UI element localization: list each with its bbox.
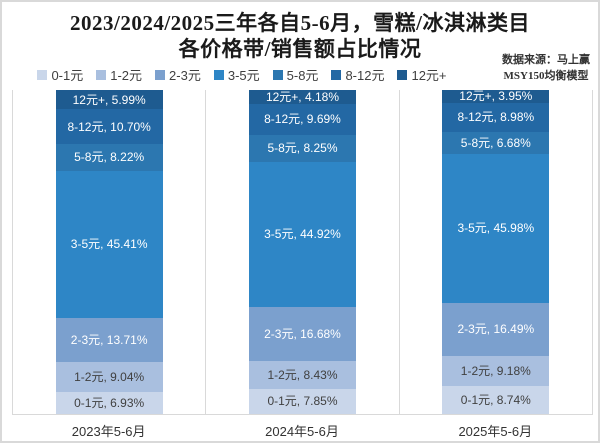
legend-swatch-icon [155,69,166,80]
segment-label: 0-1元, 6.93% [74,395,145,410]
category-cell: 12元+, 5.99% 8-12元, 10.70% 5-8元, 8.22% 3-5元,… [13,90,207,414]
legend-swatch-icon [272,69,283,80]
bar-segment: 2-3元, 13.71% [55,317,163,363]
x-axis-label: 2023年5-6月 [71,424,146,439]
segment-label: 2-3元, 16.49% [457,322,535,337]
bar-segment: 5-8元, 8.22% [55,144,163,171]
legend-label: 0-1元 [51,68,84,83]
legend-item: 3-5元 [213,65,260,84]
chart-title-line2: 各价格带/销售额占比情况 [178,37,422,61]
segment-label: 1-2元, 9.04% [74,369,145,384]
segment-label: 0-1元, 8.74% [460,392,531,407]
bar-segment: 12元+, 4.18% [248,89,356,104]
segment-label: 1-2元, 9.18% [460,363,531,378]
bar-segment: 3-5元, 44.92% [248,161,356,308]
stacked-bar: 12元+, 4.18% 8-12元, 9.69% 5-8元, 8.25% 3-5元, … [248,89,356,414]
bar-segment: 3-5元, 45.41% [55,170,163,318]
legend: 0-1元 1-2元 2-3元 3-5元 5-8元 8-12元 12元+ [2,65,482,84]
segment-label: 8-12元, 9.69% [264,112,341,127]
legend-item: 8-12元 [331,65,384,84]
bar-segment: 1-2元, 9.04% [55,362,163,392]
segment-label: 3-5元, 45.98% [457,221,535,236]
data-source-note: 数据来源：马上赢 MSY150均衡模型 [502,52,590,84]
legend-label: 12元+ [411,68,447,83]
bar-segment: 5-8元, 6.68% [442,131,550,154]
legend-swatch-icon [96,69,107,80]
legend-label: 8-12元 [345,68,385,83]
segment-label: 0-1元, 7.85% [267,394,338,409]
segment-label: 8-12元, 10.70% [67,119,151,134]
bar-segment: 0-1元, 7.85% [248,388,356,414]
bar-segment: 2-3元, 16.68% [248,307,356,362]
segment-label: 2-3元, 13.71% [70,333,148,348]
segment-label: 2-3元, 16.68% [264,327,341,342]
segment-label: 8-12元, 8.98% [457,110,535,125]
category-cell: 12元+, 3.95% 8-12元, 8.98% 5-8元, 6.68% 3-5元, … [400,90,593,414]
segment-label: 5-8元, 8.22% [74,150,145,165]
x-axis-label: 2025年5-6月 [458,424,533,439]
bar-segment: 2-3元, 16.49% [442,302,550,356]
bar-segment: 8-12元, 9.69% [248,103,356,135]
segment-label: 12元+, 3.95% [459,89,533,104]
legend-item: 1-2元 [96,65,142,84]
x-axis-label: 2024年5-6月 [265,424,339,439]
bar-segment: 12元+, 3.95% [442,89,550,104]
x-axis-labels: 2023年5-6月 2024年5-6月 2025年5-6月 [12,421,592,440]
legend-swatch-icon [397,69,408,80]
legend-label: 3-5元 [227,68,260,83]
bar-segment: 5-8元, 8.25% [248,134,356,162]
bar-segment: 1-2元, 9.18% [442,355,550,386]
segment-label: 3-5元, 45.41% [70,237,148,252]
data-source-line1: 数据来源：马上赢 [502,54,590,66]
stacked-bar: 12元+, 5.99% 8-12元, 10.70% 5-8元, 8.22% 3-5元,… [55,90,163,414]
legend-swatch-icon [213,69,224,80]
legend-label: 1-2元 [110,68,143,83]
legend-item: 12元+ [397,65,447,84]
segment-label: 3-5元, 44.92% [264,227,341,242]
segment-label: 5-8元, 6.68% [460,135,531,150]
stacked-bar: 12元+, 3.95% 8-12元, 8.98% 5-8元, 6.68% 3-5元, … [442,89,550,414]
bar-segment: 1-2元, 8.43% [248,361,356,389]
chart-title: 2023/2024/2025三年各自5-6月，雪糕/冰淇淋类目 各价格带/销售额… [2,10,598,62]
segment-label: 5-8元, 8.25% [267,141,338,156]
bar-segment: 8-12元, 10.70% [55,109,163,145]
legend-item: 5-8元 [272,65,319,84]
segment-label: 1-2元, 8.43% [267,367,338,382]
legend-item: 0-1元 [37,65,83,84]
bar-segment: 12元+, 5.99% [55,90,163,110]
bar-segment: 0-1元, 6.93% [55,391,163,414]
chart-title-line1: 2023/2024/2025三年各自5-6月，雪糕/冰淇淋类目 [70,11,530,35]
legend-label: 5-8元 [286,68,319,83]
data-source-line2: MSY150均衡模型 [503,70,589,82]
segment-label: 12元+, 5.99% [72,92,146,107]
bar-segment: 0-1元, 8.74% [442,385,550,414]
bar-segment: 3-5元, 45.98% [442,153,550,303]
legend-swatch-icon [37,69,48,80]
legend-label: 2-3元 [169,68,201,83]
legend-item: 2-3元 [155,65,201,84]
plot-area: 12元+, 5.99% 8-12元, 10.70% 5-8元, 8.22% 3-5元,… [12,90,593,415]
legend-swatch-icon [331,69,342,80]
segment-label: 12元+, 4.18% [265,89,340,104]
bar-segment: 8-12元, 8.98% [442,102,550,132]
category-cell: 12元+, 4.18% 8-12元, 9.69% 5-8元, 8.25% 3-5元, … [206,89,400,414]
